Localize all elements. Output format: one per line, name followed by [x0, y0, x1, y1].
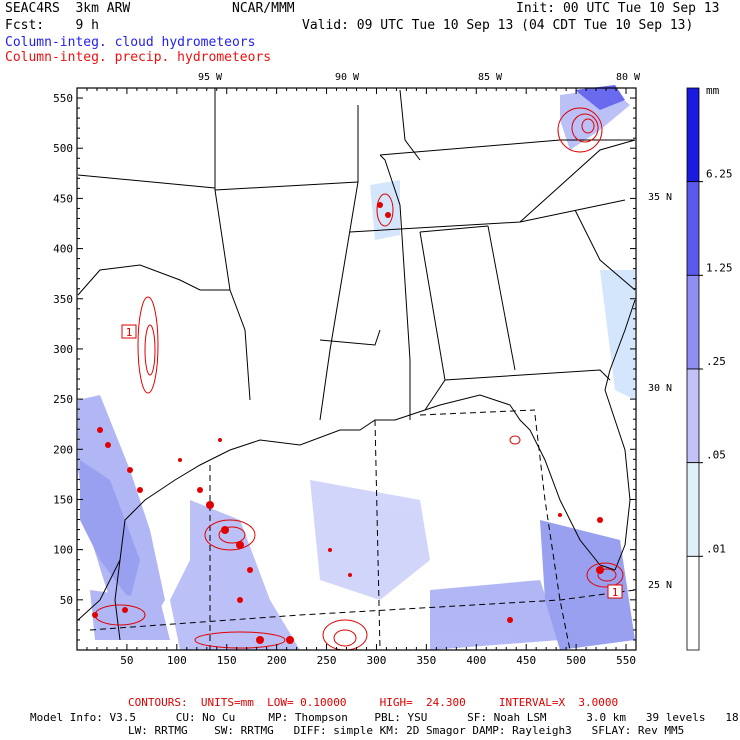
model-info-line1: Model Info: V3.5 CU: No Cu MP: Thompson …	[30, 711, 740, 724]
organization-label: NCAR/MMM	[232, 1, 295, 16]
color-legend: 6.25 1.25 .25 .05 .01 mm	[686, 84, 733, 651]
legend-level-label: .01	[706, 542, 726, 555]
y-tick-label: 500	[53, 142, 73, 155]
legend-swatch	[686, 181, 700, 276]
y-tick-label: 300	[53, 343, 73, 356]
x-tick-label: 450	[516, 654, 536, 667]
x-tick-label: 200	[267, 654, 287, 667]
model-info-line2: LW: RRTMG SW: RRTMG DIFF: simple KM: 2D …	[128, 724, 685, 737]
x-tick-label: 250	[317, 654, 337, 667]
y-tick-labels: 50 100 150 200 250 300 350 400 450 500 550	[53, 92, 73, 607]
svg-text:1: 1	[612, 586, 619, 599]
domain-dashed-lines	[89, 409, 636, 651]
longitude-label: 80 W	[616, 72, 641, 83]
latitude-label: 25 N	[648, 580, 672, 591]
legend-level-label: .25	[706, 355, 726, 368]
legend-level-label: 6.25	[706, 168, 733, 181]
legend-unit: mm	[706, 84, 720, 97]
y-tick-label: 550	[53, 92, 73, 105]
legend-level-label: .05	[706, 449, 726, 462]
x-tick-labels: 50 100 150 200 250 300 350 400 450 500 550	[120, 654, 636, 667]
legend-swatch	[686, 462, 700, 557]
longitude-label: 90 W	[335, 72, 360, 83]
x-tick-label: 500	[566, 654, 586, 667]
x-tick-label: 100	[167, 654, 187, 667]
y-tick-label: 100	[53, 544, 73, 557]
cloud-field-label: Column-integ. cloud hydrometeors	[5, 35, 256, 50]
x-tick-label: 550	[616, 654, 636, 667]
precip-field-label: Column-integ. precip. hydrometeors	[5, 50, 272, 65]
y-tick-label: 350	[53, 293, 73, 306]
axis-ticks	[76, 87, 637, 651]
valid-time: Valid: 09 UTC Tue 10 Sep 13 (04 CDT Tue …	[302, 18, 694, 33]
init-time: Init: 00 UTC Tue 10 Sep 13	[516, 1, 720, 16]
forecast-hour: Fcst: 9 h	[5, 18, 99, 33]
latitude-labels: 35 N 30 N 25 N	[648, 192, 672, 591]
precip-cells	[92, 202, 604, 644]
y-tick-label: 250	[53, 393, 73, 406]
latitude-label: 30 N	[648, 383, 672, 394]
legend-swatch	[686, 555, 700, 651]
x-tick-label: 300	[367, 654, 387, 667]
cloud-hydrometeor-shading	[78, 85, 635, 650]
x-tick-label: 150	[217, 654, 237, 667]
x-tick-label: 50	[120, 654, 133, 667]
legend-swatch	[686, 368, 700, 464]
latitude-label: 35 N	[648, 192, 672, 203]
y-tick-label: 150	[53, 493, 73, 506]
legend-level-label: 1.25	[706, 261, 733, 274]
model-title: SEAC4RS 3km ARW	[5, 1, 131, 16]
x-tick-label: 400	[466, 654, 486, 667]
y-tick-label: 450	[53, 192, 73, 205]
longitude-labels: 95 W 90 W 85 W 80 W	[198, 72, 641, 83]
y-tick-label: 400	[53, 243, 73, 256]
contour-label-2: 1	[607, 584, 623, 599]
legend-swatch	[686, 274, 700, 370]
contour-label: 1	[121, 324, 137, 339]
y-tick-label: 200	[53, 443, 73, 456]
y-tick-label: 50	[60, 594, 73, 607]
longitude-label: 95 W	[198, 72, 223, 83]
contours-info: CONTOURS: UNITS=mm LOW= 0.10000 HIGH= 24…	[128, 696, 619, 709]
svg-text:1: 1	[126, 326, 133, 339]
x-tick-label: 350	[416, 654, 436, 667]
legend-swatch	[686, 87, 700, 183]
longitude-label: 85 W	[478, 72, 503, 83]
